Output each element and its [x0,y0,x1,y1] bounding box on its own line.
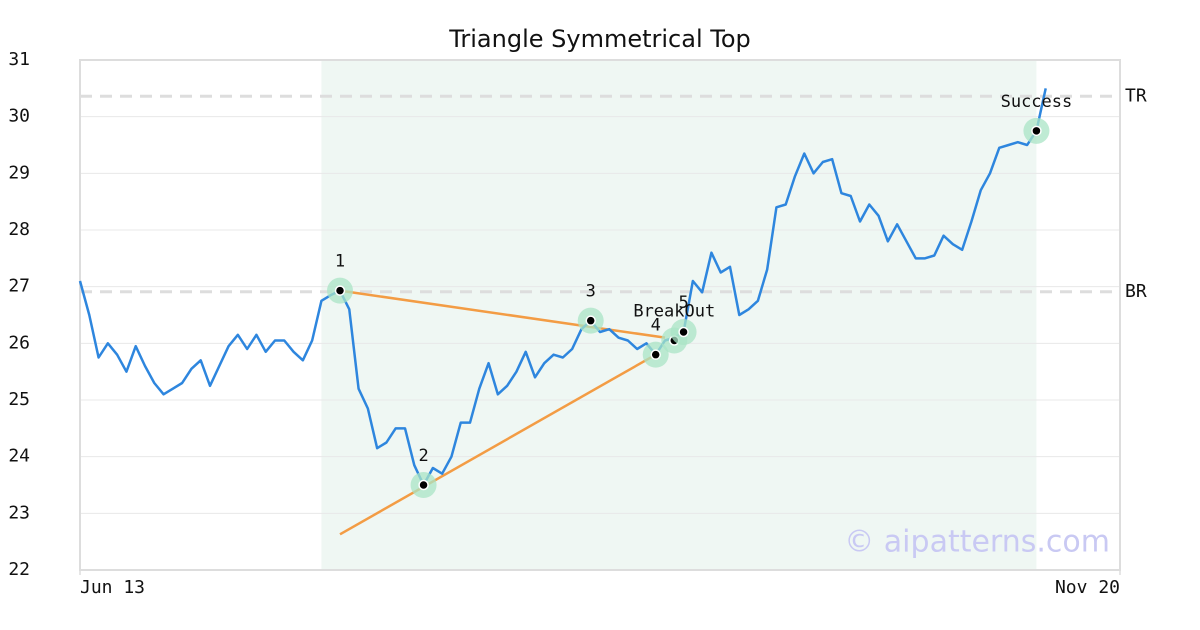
point-dot [650,349,661,360]
y-tick-label: 23 [8,502,30,523]
chart-title: Triangle Symmetrical Top [448,25,751,53]
y-tick-label: 31 [8,49,30,70]
y-tick-label: 27 [8,276,30,297]
trend-line [339,353,657,536]
pattern-region [321,60,1037,570]
y-tick-label: 29 [8,162,30,183]
y-tick-label: 28 [8,219,30,240]
watermark: © aipatterns.com [844,525,1110,560]
price-line [78,88,1047,487]
point-label: 2 [418,446,428,466]
x-tick-label: Nov 20 [1055,577,1120,598]
y-tick-label: 22 [8,559,30,580]
y-tick-label: 26 [8,332,30,353]
level-label: TR [1125,85,1147,106]
point-label: Success [1001,92,1073,112]
point-label: 4 [651,316,661,336]
point-label: BreakOut [633,302,715,322]
point-dot [678,326,689,338]
point-dot [1031,125,1042,137]
level-label: BR [1125,281,1147,302]
y-tick-label: 24 [8,446,30,467]
x-tick-label: Jun 13 [80,577,145,598]
point-label: 1 [335,252,345,272]
point-dot [418,479,429,491]
point-label: 5 [678,293,688,313]
point-dot [585,315,596,326]
plot-frame [79,59,1121,571]
point-label: 3 [586,282,596,302]
point-dot [334,285,346,296]
y-tick-label: 30 [8,106,30,127]
y-tick-label: 25 [8,389,30,410]
